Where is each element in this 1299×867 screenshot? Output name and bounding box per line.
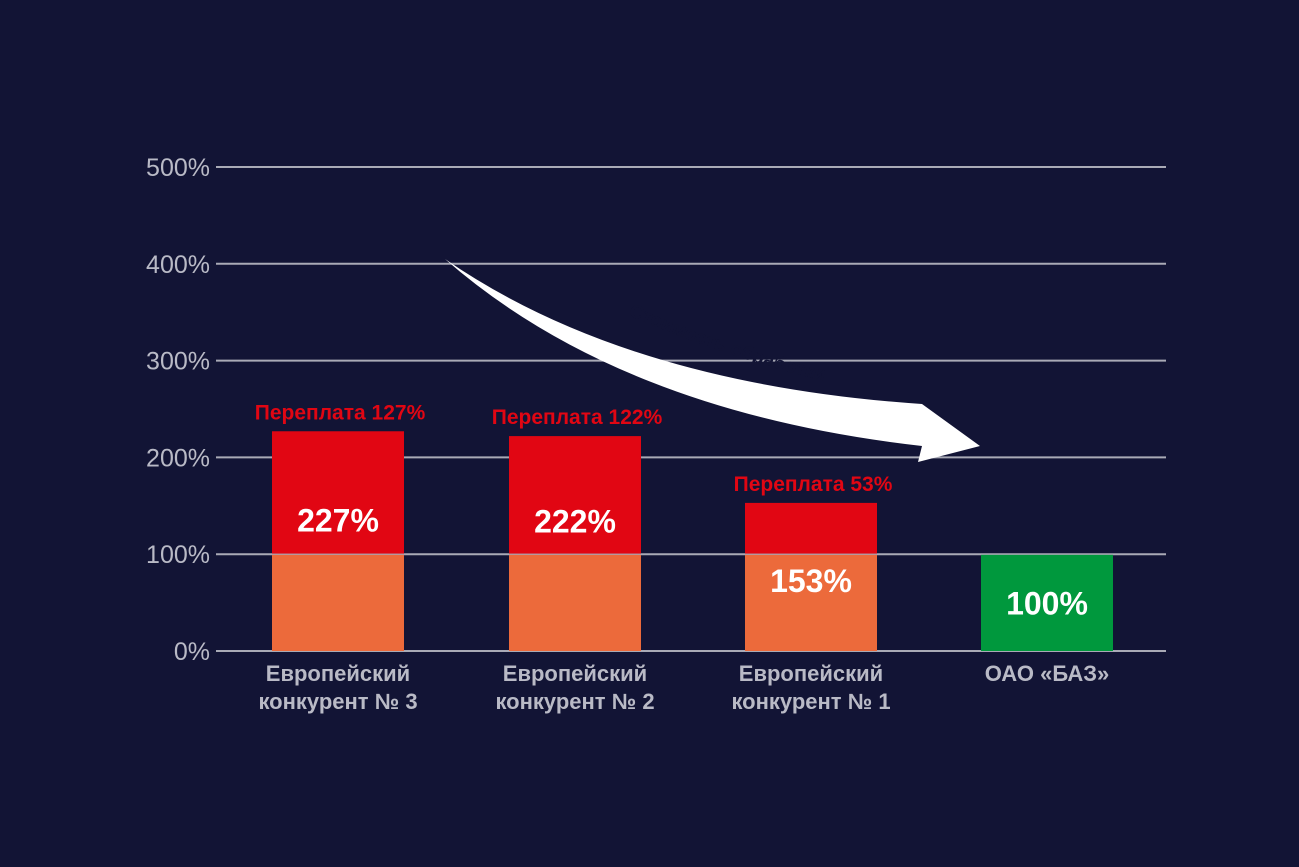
labels: 227% Переплата 127% Европейский конкурент №…	[255, 401, 1110, 714]
category-label: Европейский конкурент № 2	[495, 661, 654, 714]
overpay-label: Переплата 127%	[255, 401, 426, 424]
bar-segment-overpay	[745, 502, 877, 555]
category-label: Европейский конкурент № 3	[258, 661, 417, 714]
value-label: 100%	[1006, 586, 1088, 622]
y-tick-label: 0%	[174, 638, 210, 666]
category-label-line: ОАО «БАЗ»	[985, 661, 1110, 686]
trend-arrow-shape	[445, 259, 980, 462]
bar-segment-overpay	[509, 436, 641, 555]
value-label: 153%	[770, 563, 852, 599]
bar-segment-base	[745, 554, 877, 651]
bar-segment-base	[981, 554, 1113, 651]
gridlines: 0% 100% 200% 300% 400% 500%	[146, 154, 1166, 666]
bar-segment-base	[509, 554, 641, 651]
y-tick-label: 100%	[146, 541, 210, 569]
category-label-line: конкурент № 1	[731, 689, 890, 714]
y-tick-label: 400%	[146, 251, 210, 279]
category-label-line: конкурент № 2	[495, 689, 654, 714]
y-tick-label: 300%	[146, 348, 210, 376]
bar-segment-overpay	[272, 431, 404, 555]
y-tick-label: 200%	[146, 444, 210, 472]
category-label-line: Европейский	[739, 661, 883, 686]
overpay-label: Переплата 122%	[492, 406, 663, 429]
value-label: 227%	[297, 503, 379, 539]
y-tick-label: 500%	[146, 154, 210, 182]
bar-segment-base	[272, 554, 404, 651]
category-label-line: конкурент № 3	[258, 689, 417, 714]
category-label: Европейский конкурент № 1	[731, 661, 890, 714]
bars	[272, 431, 1113, 651]
value-label: 222%	[534, 504, 616, 540]
category-label-line: Европейский	[266, 661, 410, 686]
category-label-line: Европейский	[503, 661, 647, 686]
overpay-label: Переплата 53%	[734, 473, 893, 496]
category-label: ОАО «БАЗ»	[985, 661, 1110, 686]
